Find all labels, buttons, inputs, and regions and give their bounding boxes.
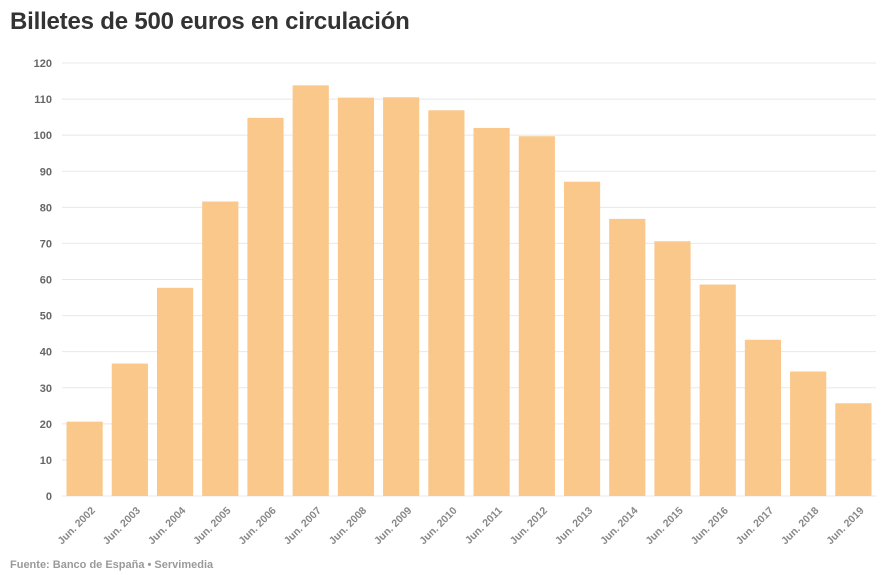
y-tick-label: 30 [40, 383, 52, 395]
bar [699, 284, 736, 496]
x-axis: Jun. 2002 Jun. 2003 Jun. 2004 Jun. 2005 Jun.… [55, 505, 866, 547]
y-axis: 0 10 20 30 40 50 60 70 80 90 100 110 120 [34, 58, 52, 503]
x-tick-label: Jun. 2019 [824, 505, 866, 547]
y-tick-label: 10 [40, 455, 52, 467]
x-tick-label: Jun. 2015 [643, 505, 685, 547]
y-tick-label: 100 [34, 130, 52, 142]
y-tick-label: 90 [40, 166, 52, 178]
x-tick-label: Jun. 2018 [779, 505, 821, 547]
bar-series [66, 85, 872, 497]
x-tick-label: Jun. 2010 [417, 505, 459, 547]
bar [383, 97, 420, 496]
bar [609, 218, 646, 496]
bar [428, 110, 465, 496]
x-tick-label: Jun. 2017 [734, 505, 776, 547]
x-tick-label: Jun. 2008 [327, 505, 369, 547]
x-tick-label: Jun. 2004 [146, 505, 188, 547]
bar [835, 403, 872, 496]
y-tick-label: 0 [46, 491, 52, 503]
x-tick-label: Jun. 2011 [463, 505, 505, 547]
bar [654, 241, 691, 496]
y-tick-label: 120 [34, 58, 52, 70]
y-tick-label: 20 [40, 419, 52, 431]
y-tick-label: 110 [34, 94, 52, 106]
gridlines [62, 62, 876, 497]
source-note: Fuente: Banco de España • Servimedia [10, 559, 214, 571]
bar [518, 136, 555, 497]
bar [247, 117, 284, 496]
bar [790, 371, 827, 496]
bar [337, 97, 375, 496]
bar [744, 339, 782, 496]
x-tick-label: Jun. 2016 [689, 505, 731, 547]
y-tick-label: 50 [40, 311, 52, 323]
y-tick-label: 70 [40, 238, 52, 250]
x-tick-label: Jun. 2005 [191, 505, 233, 547]
bar [156, 287, 194, 496]
chart-title: Billetes de 500 euros en circulación [10, 8, 410, 35]
x-tick-label: Jun. 2012 [508, 505, 550, 547]
y-tick-label: 40 [40, 347, 52, 359]
x-tick-label: Jun. 2006 [236, 505, 278, 547]
bar [473, 127, 510, 496]
bar [66, 421, 103, 496]
y-tick-label: 80 [40, 202, 52, 214]
y-tick-label: 60 [40, 275, 52, 287]
bar [111, 363, 148, 496]
x-tick-label: Jun. 2003 [101, 505, 143, 547]
x-tick-label: Jun. 2013 [553, 505, 595, 547]
x-tick-label: Jun. 2014 [598, 505, 640, 547]
x-tick-label: Jun. 2009 [372, 505, 414, 547]
bar [292, 85, 329, 496]
bar [563, 181, 601, 496]
bar [202, 201, 239, 496]
x-tick-label: Jun. 2007 [282, 505, 324, 547]
x-tick-label: Jun. 2002 [55, 505, 97, 547]
